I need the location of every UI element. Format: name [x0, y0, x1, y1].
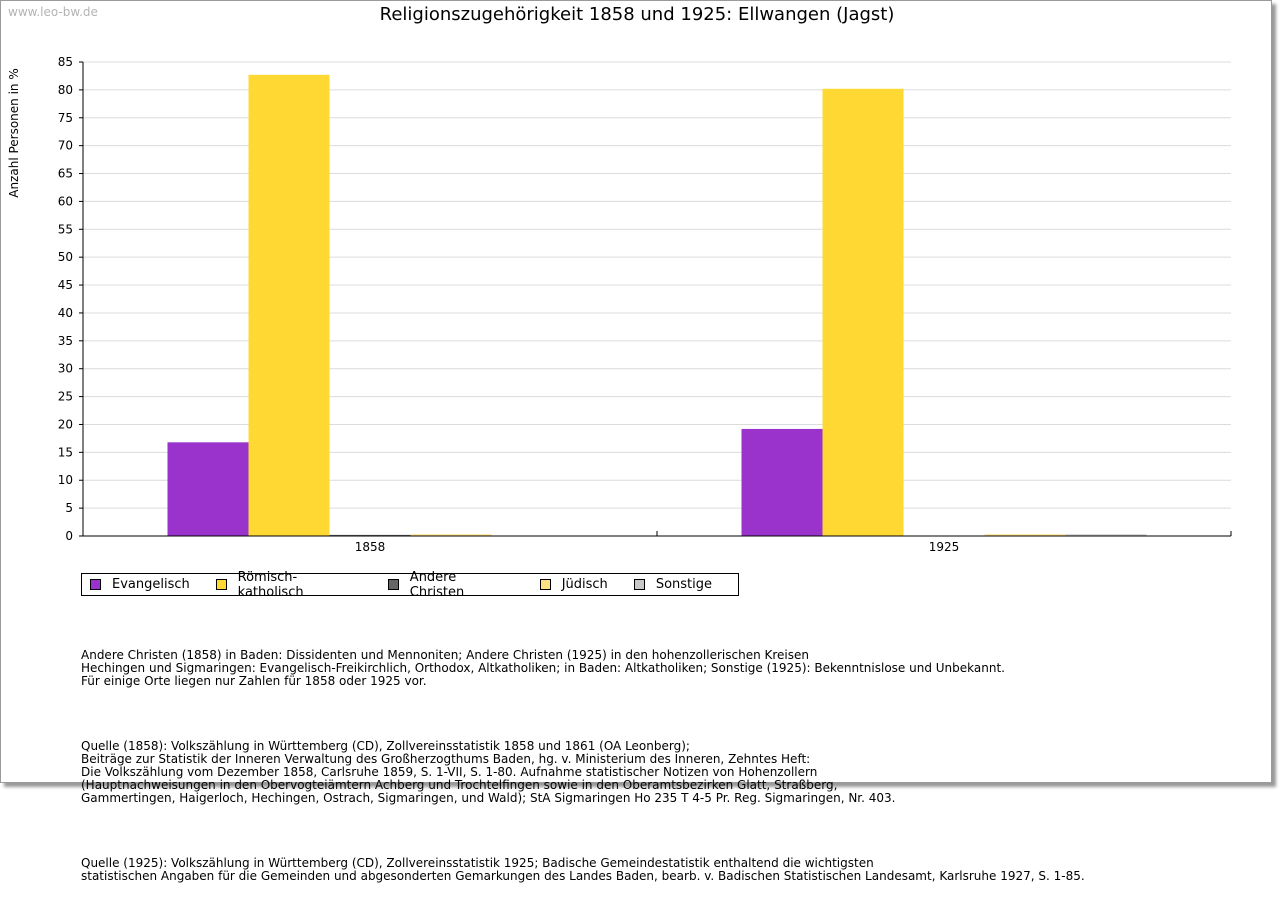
y-tick-label: 10: [58, 473, 73, 487]
y-tick-label: 55: [58, 222, 73, 236]
chart-frame: www.leo-bw.de Religionszugehörigkeit 185…: [0, 0, 1272, 883]
legend-swatch: [215, 579, 227, 590]
chart-title: Religionszugehörigkeit 1858 und 1925: El…: [379, 4, 895, 25]
legend-item: Evangelisch: [90, 577, 190, 592]
legend-label: Evangelisch: [112, 577, 190, 592]
legend: Evangelisch Römisch-katholisch Andere Chri…: [81, 570, 739, 600]
note-line: Andere Christen (1858) in Baden: Disside…: [81, 648, 809, 662]
y-tick-label: 40: [58, 306, 73, 320]
bar-chart: 0 5 10 15 20 25 30 35 40 45 50 55 60 65 70 75 80 85 1858 19…: [58, 55, 1232, 554]
y-tick-label: 80: [58, 83, 73, 97]
note-line: Gammertingen, Haigerloch, Hechingen, Ost…: [81, 791, 896, 805]
y-tick-label: 25: [58, 390, 73, 404]
legend-label: Römisch-katholisch: [237, 569, 304, 600]
y-tick-label: 45: [58, 278, 73, 292]
y-tick-label: 5: [65, 501, 73, 515]
legend-swatch: [539, 579, 551, 590]
note-line: Die Volkszählung vom Dezember 1858, Carl…: [81, 765, 818, 779]
note-line: Quelle (1925): Volkszählung in Württembe…: [81, 856, 874, 870]
x-tick-label: 1858: [355, 540, 386, 554]
note-line: Quelle (1858): Volkszählung in Württembe…: [81, 739, 690, 753]
y-tick-label: 60: [58, 194, 73, 208]
bar: [1065, 534, 1147, 536]
y-tick-label: 65: [58, 167, 73, 181]
y-tick-label: 70: [58, 139, 73, 153]
note-definitions: Andere Christen (1858) in Baden: Disside…: [81, 636, 1085, 688]
legend-label: Sonstige: [655, 577, 712, 592]
x-tick-label: 1925: [929, 540, 960, 554]
legend-swatch: [90, 579, 101, 590]
note-line: Beiträge zur Statistik der Inneren Verwa…: [81, 752, 811, 766]
note-source-1925: Quelle (1925): Volkszählung in Württembe…: [81, 844, 1085, 883]
legend-item: Andere Christen: [387, 569, 514, 600]
legend-item: Sonstige: [633, 577, 712, 592]
note-source-1858: Quelle (1858): Volkszählung in Württembe…: [81, 727, 1085, 805]
bar: [822, 88, 904, 536]
bar: [984, 534, 1066, 536]
note-line: Hechingen und Sigmaringen: Evangelisch-F…: [81, 661, 1005, 675]
bar: [329, 534, 411, 536]
watermark: www.leo-bw.de: [8, 5, 98, 19]
legend-swatch: [633, 579, 645, 590]
legend-label: Jüdisch: [561, 577, 608, 592]
note-line: statistischen Angaben für die Gemeinden …: [81, 869, 1085, 883]
y-tick-label: 30: [58, 362, 73, 376]
y-tick-label: 0: [65, 529, 73, 543]
bar: [248, 74, 330, 537]
bar: [741, 428, 823, 536]
note-line: Für einige Orte liegen nur Zahlen für 18…: [81, 674, 427, 688]
note-line: (Hauptnachweisungen in den Obervogteiämt…: [81, 778, 838, 792]
footnotes: Andere Christen (1858) in Baden: Disside…: [81, 610, 1085, 922]
y-tick-label: 35: [58, 334, 73, 348]
legend-item: Römisch-katholisch: [215, 569, 362, 600]
y-tick-label: 15: [58, 445, 73, 459]
y-tick-label: 20: [58, 417, 73, 431]
legend-item: Jüdisch: [539, 577, 608, 592]
y-tick-label: 50: [58, 250, 73, 264]
bar: [167, 442, 249, 536]
y-tick-label: 85: [58, 55, 73, 69]
legend-label: Andere Christen: [409, 569, 465, 600]
y-tick-label: 75: [58, 111, 73, 125]
legend-swatch: [387, 579, 399, 590]
bar: [410, 534, 492, 536]
